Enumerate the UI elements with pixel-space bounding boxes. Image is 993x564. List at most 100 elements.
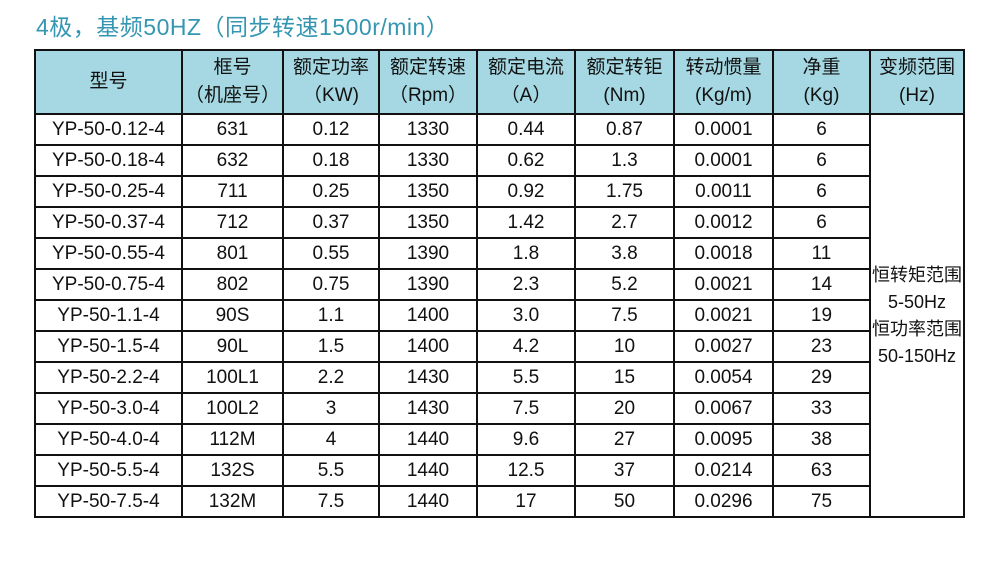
cell-current: 0.92 [476, 175, 576, 208]
cell-model: YP-50-0.55-4 [34, 237, 183, 270]
cell-power: 0.12 [282, 113, 380, 146]
cell-power: 1.1 [282, 299, 380, 332]
table-row: YP-50-1.1-4 90S 1.1 1400 3.0 7.5 0.0021 … [34, 299, 964, 332]
cell-frame: 100L2 [181, 392, 284, 425]
cell-model: YP-50-0.75-4 [34, 268, 183, 301]
cell-model: YP-50-5.5-4 [34, 454, 183, 487]
cell-inertia: 0.0296 [673, 485, 774, 518]
cell-inertia: 0.0001 [673, 113, 774, 146]
table-row: YP-50-0.55-4 801 0.55 1390 1.8 3.8 0.001… [34, 237, 964, 270]
cell-current: 1.8 [476, 237, 576, 270]
cell-freq-range: 恒转矩范围 5-50Hz 恒功率范围 50-150Hz [869, 113, 965, 518]
table-row: YP-50-7.5-4 132M 7.5 1440 17 50 0.0296 7… [34, 485, 964, 518]
cell-power: 0.37 [282, 206, 380, 239]
cell-weight: 33 [772, 392, 871, 425]
table-body: YP-50-0.12-4 631 0.12 1330 0.44 0.87 0.0… [34, 113, 965, 518]
cell-power: 3 [282, 392, 380, 425]
cell-inertia: 0.0054 [673, 361, 774, 394]
cell-current: 0.62 [476, 144, 576, 177]
cell-power: 4 [282, 423, 380, 456]
table-row: YP-50-3.0-4 100L2 3 1430 7.5 20 0.0067 3… [34, 392, 964, 425]
cell-model: YP-50-0.18-4 [34, 144, 183, 177]
cell-speed: 1350 [378, 175, 478, 208]
cell-torque: 0.87 [574, 113, 675, 146]
cell-inertia: 0.0021 [673, 268, 774, 301]
cell-speed: 1330 [378, 144, 478, 177]
cell-current: 2.3 [476, 268, 576, 301]
cell-torque: 27 [574, 423, 675, 456]
cell-current: 4.2 [476, 330, 576, 363]
cell-current: 12.5 [476, 454, 576, 487]
cell-current: 0.44 [476, 113, 576, 146]
cell-frame: 132M [181, 485, 284, 518]
cell-speed: 1390 [378, 268, 478, 301]
cell-weight: 23 [772, 330, 871, 363]
cell-model: YP-50-0.37-4 [34, 206, 183, 239]
cell-frame: 100L1 [181, 361, 284, 394]
cell-power: 0.75 [282, 268, 380, 301]
cell-model: YP-50-7.5-4 [34, 485, 183, 518]
table-row: YP-50-0.37-4 712 0.37 1350 1.42 2.7 0.00… [34, 206, 964, 239]
cell-current: 9.6 [476, 423, 576, 456]
motor-spec-table: 型号 框号 （机座号） 额定功率 （KW) 额定转速 （Rpm） 额定电流 （A… [34, 49, 965, 518]
cell-model: YP-50-1.1-4 [34, 299, 183, 332]
cell-current: 5.5 [476, 361, 576, 394]
cell-speed: 1400 [378, 330, 478, 363]
cell-torque: 1.3 [574, 144, 675, 177]
header-rated-current: 额定电流 （A） [476, 49, 576, 115]
cell-speed: 1440 [378, 485, 478, 518]
cell-model: YP-50-0.12-4 [34, 113, 183, 146]
cell-weight: 63 [772, 454, 871, 487]
cell-model: YP-50-3.0-4 [34, 392, 183, 425]
cell-model: YP-50-0.25-4 [34, 175, 183, 208]
table-row: YP-50-0.12-4 631 0.12 1330 0.44 0.87 0.0… [34, 113, 965, 518]
cell-inertia: 0.0095 [673, 423, 774, 456]
cell-frame: 711 [181, 175, 284, 208]
cell-torque: 50 [574, 485, 675, 518]
cell-current: 7.5 [476, 392, 576, 425]
cell-model: YP-50-1.5-4 [34, 330, 183, 363]
cell-torque: 37 [574, 454, 675, 487]
cell-power: 0.55 [282, 237, 380, 270]
header-rated-speed: 额定转速 （Rpm） [378, 49, 478, 115]
cell-speed: 1400 [378, 299, 478, 332]
cell-torque: 7.5 [574, 299, 675, 332]
cell-frame: 132S [181, 454, 284, 487]
cell-frame: 631 [181, 113, 284, 146]
header-rated-power: 额定功率 （KW) [282, 49, 380, 115]
cell-speed: 1350 [378, 206, 478, 239]
table-row: YP-50-0.18-4 632 0.18 1330 0.62 1.3 0.00… [34, 144, 964, 177]
table-row: YP-50-4.0-4 112M 4 1440 9.6 27 0.0095 38 [34, 423, 964, 456]
cell-torque: 20 [574, 392, 675, 425]
cell-speed: 1430 [378, 392, 478, 425]
cell-torque: 10 [574, 330, 675, 363]
cell-power: 1.5 [282, 330, 380, 363]
cell-weight: 29 [772, 361, 871, 394]
cell-inertia: 0.0027 [673, 330, 774, 363]
cell-speed: 1430 [378, 361, 478, 394]
cell-weight: 38 [772, 423, 871, 456]
header-rated-torque: 额定转钜 (Nm) [574, 49, 675, 115]
header-net-weight: 净重 (Kg) [772, 49, 871, 115]
cell-power: 0.25 [282, 175, 380, 208]
cell-frame: 90L [181, 330, 284, 363]
cell-torque: 1.75 [574, 175, 675, 208]
cell-weight: 6 [772, 113, 871, 146]
header-row: 型号 框号 （机座号） 额定功率 （KW) 额定转速 （Rpm） 额定电流 （A… [34, 49, 965, 115]
cell-inertia: 0.0021 [673, 299, 774, 332]
cell-weight: 14 [772, 268, 871, 301]
cell-current: 17 [476, 485, 576, 518]
cell-power: 2.2 [282, 361, 380, 394]
cell-inertia: 0.0001 [673, 144, 774, 177]
cell-speed: 1330 [378, 113, 478, 146]
cell-frame: 802 [181, 268, 284, 301]
table-row: YP-50-0.25-4 711 0.25 1350 0.92 1.75 0.0… [34, 175, 964, 208]
cell-model: YP-50-2.2-4 [34, 361, 183, 394]
cell-current: 3.0 [476, 299, 576, 332]
table-row: YP-50-0.75-4 802 0.75 1390 2.3 5.2 0.002… [34, 268, 964, 301]
table-row: YP-50-1.5-4 90L 1.5 1400 4.2 10 0.0027 2… [34, 330, 964, 363]
cell-model: YP-50-4.0-4 [34, 423, 183, 456]
cell-weight: 11 [772, 237, 871, 270]
cell-torque: 2.7 [574, 206, 675, 239]
cell-frame: 90S [181, 299, 284, 332]
